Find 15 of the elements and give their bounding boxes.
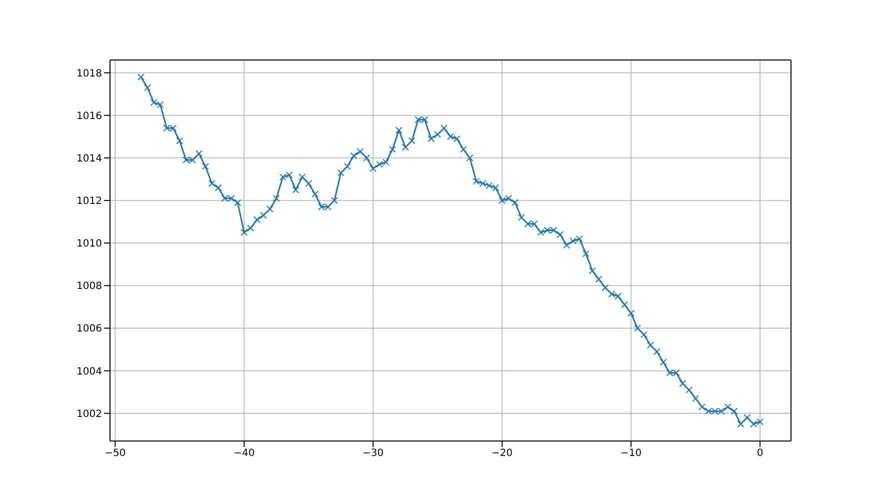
x-tick-label: −50	[104, 448, 126, 460]
y-tick-label: 1010	[76, 238, 102, 250]
x-tick-label: −40	[234, 448, 255, 460]
x-tick-label: −20	[492, 448, 513, 460]
y-tick-label: 1002	[76, 408, 102, 420]
y-tick-label: 1012	[76, 196, 102, 208]
y-tick-label: 1016	[76, 110, 102, 122]
x-tick-label: −30	[362, 448, 384, 460]
y-tick-label: 1018	[76, 68, 102, 80]
x-tick-label: 0	[756, 448, 764, 460]
y-tick-label: 1004	[76, 366, 102, 378]
y-tick-label: 1014	[76, 153, 102, 164]
y-tick-label: 1006	[76, 324, 102, 335]
y-tick-label: 1008	[76, 281, 102, 292]
x-tick-label: −10	[620, 448, 642, 460]
